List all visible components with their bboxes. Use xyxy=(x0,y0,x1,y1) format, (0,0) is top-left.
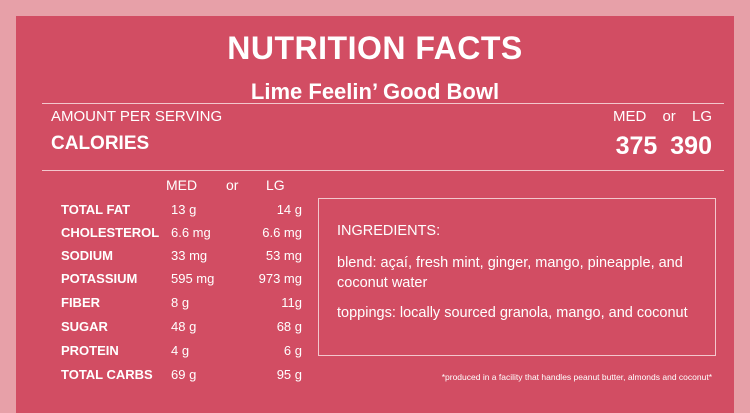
nutrient-med-value: 6.6 mg xyxy=(171,225,211,240)
nutrient-lg-value: 973 mg xyxy=(258,271,302,286)
nutrient-lg-value: 95 g xyxy=(276,367,302,382)
ingredients-blend: blend: açaí, fresh mint, ginger, mango, … xyxy=(337,255,683,291)
nutrient-lg-value: 68 g xyxy=(276,319,302,334)
column-head-lg: LG xyxy=(266,177,285,193)
nutrient-row-fiber: FIBER 8 g 11g xyxy=(16,295,316,317)
nutrient-lg-value: 53 mg xyxy=(265,248,302,263)
nutrient-med-value: 8 g xyxy=(171,295,190,310)
nutrient-row-total-fat: TOTAL FAT 13 g 14 g xyxy=(16,202,316,224)
nutrient-lg-value: 6.6 mg xyxy=(262,225,302,240)
nutrient-label: POTASSIUM xyxy=(61,271,138,286)
size-header: MED or LG xyxy=(613,108,712,125)
nutrient-lg-value: 11g xyxy=(281,295,302,310)
size-or: or xyxy=(662,108,676,125)
nutrient-med-value: 33 mg xyxy=(171,248,208,263)
amount-per-serving-label: AMOUNT PER SERVING xyxy=(51,108,223,125)
subtitle: Lime Feelin’ Good Bowl xyxy=(250,79,500,104)
nutrient-label: PROTEIN xyxy=(61,343,119,358)
nutrition-panel: NUTRITION FACTS Lime Feelin’ Good Bowl A… xyxy=(16,16,734,413)
size-lg: LG xyxy=(691,108,712,125)
nutrient-lg-value: 6 g xyxy=(283,343,302,358)
nutrient-row-potassium: POTASSIUM 595 mg 973 mg xyxy=(16,271,316,293)
nutrient-row-protein: PROTEIN 4 g 6 g xyxy=(16,343,316,365)
nutrient-med-value: 595 mg xyxy=(171,271,215,286)
nutrient-med-value: 4 g xyxy=(171,343,190,358)
title: NUTRITION FACTS xyxy=(227,30,523,66)
middle-divider xyxy=(42,170,724,171)
ingredients-box: INGREDIENTS: blend: açaí, fresh mint, gi… xyxy=(318,198,716,356)
nutrient-lg-value: 14 g xyxy=(276,202,302,217)
nutrient-label: CHOLESTEROL xyxy=(61,225,160,240)
nutrient-med-value: 48 g xyxy=(171,319,197,334)
nutrient-label: TOTAL CARBS xyxy=(61,367,153,382)
calorie-values: 375 390 xyxy=(616,132,712,161)
nutrient-label: SUGAR xyxy=(61,319,108,334)
nutrient-label: FIBER xyxy=(61,295,100,310)
nutrient-row-sugar: SUGAR 48 g 68 g xyxy=(16,319,316,341)
nutrient-row-total-carbs: TOTAL CARBS 69 g 95 g xyxy=(16,367,316,389)
calories-med: 375 xyxy=(615,132,658,160)
calories-lg: 390 xyxy=(670,132,712,160)
nutrient-label: SODIUM xyxy=(61,248,113,263)
column-head-med: MED xyxy=(166,177,198,193)
nutrient-label: TOTAL FAT xyxy=(61,202,131,217)
size-med: MED xyxy=(612,108,647,125)
nutrient-med-value: 13 g xyxy=(171,202,197,217)
nutrient-med-value: 69 g xyxy=(171,367,197,382)
column-head-or: or xyxy=(226,177,239,193)
nutrient-row-cholesterol: CHOLESTEROL 6.6 mg 6.6 mg xyxy=(16,225,316,247)
ingredients-toppings: toppings: locally sourced granola, mango… xyxy=(337,305,688,321)
ingredients-heading: INGREDIENTS: xyxy=(337,223,441,239)
top-divider xyxy=(42,103,724,104)
calories-label: CALORIES xyxy=(51,133,150,154)
allergen-footnote: *produced in a facility that handles pea… xyxy=(441,372,712,382)
nutrient-row-sodium: SODIUM 33 mg 53 mg xyxy=(16,248,316,270)
